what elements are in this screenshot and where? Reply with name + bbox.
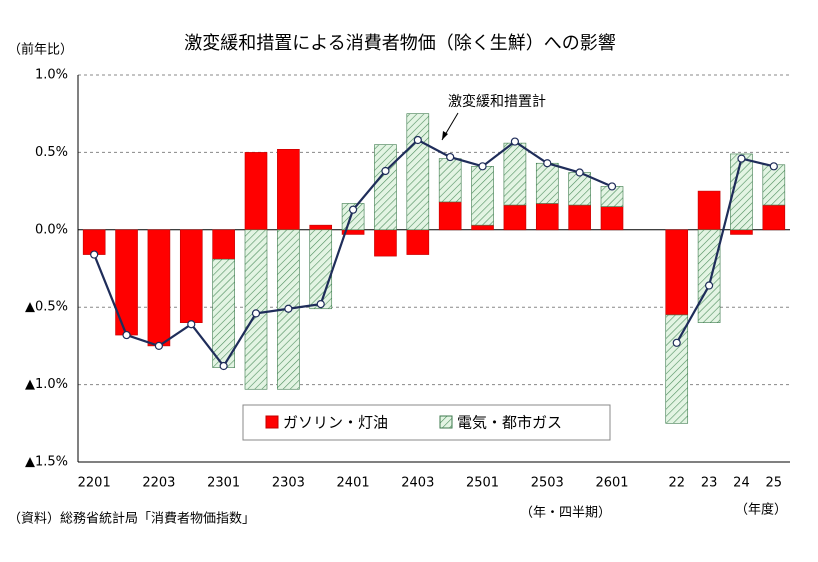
bar [762, 164, 786, 206]
x-tick-label: 2601 [595, 476, 628, 491]
bar [212, 258, 235, 368]
line-point [154, 341, 164, 350]
x-tick-label: 2303 [272, 476, 305, 491]
line-point [478, 162, 487, 171]
x-tick-label: 22 [668, 476, 685, 491]
x-tick-label: 2301 [207, 476, 240, 491]
y-tick-label: ▲1.0% [25, 377, 68, 392]
y-axis-label: （前年比） [8, 42, 73, 58]
line-annotation: 激変緩和措置計 [448, 93, 546, 110]
annotation-arrowhead [442, 131, 448, 140]
bar [309, 229, 333, 310]
legend-swatch [439, 415, 453, 429]
bar [374, 144, 397, 231]
x-note: （年・四半期） [520, 506, 611, 521]
y-tick-label: 0.5% [35, 145, 68, 160]
legend-label: ガソリン・灯油 [283, 414, 388, 432]
x-tick-label: 2401 [337, 476, 370, 491]
bar [471, 166, 494, 226]
line-point [122, 330, 131, 340]
bar [697, 190, 721, 231]
bar [115, 229, 138, 336]
bar [438, 201, 462, 231]
bar [503, 142, 527, 206]
legend-swatch [265, 415, 279, 429]
bar [277, 149, 300, 231]
bar [665, 314, 689, 424]
line-point [251, 309, 261, 318]
bar [503, 204, 527, 231]
line-point [607, 182, 617, 191]
bar [600, 206, 624, 231]
bar [406, 229, 430, 255]
line-point [187, 320, 196, 329]
x-tick-label: 2403 [401, 476, 434, 491]
x-tick-label: 2501 [466, 476, 499, 491]
y-tick-label: 1.0% [35, 68, 68, 83]
x-note: （年度） [735, 502, 787, 518]
source: （資料）総務省統計局「消費者物価指数」 [8, 511, 255, 527]
bar [212, 229, 235, 260]
line-point [316, 300, 325, 309]
line-point [90, 250, 99, 259]
x-tick-label: 2503 [531, 476, 564, 491]
bar [406, 113, 430, 231]
bar [730, 229, 753, 235]
line-point [284, 304, 293, 313]
line-point [219, 361, 228, 371]
line-point [413, 135, 422, 145]
y-tick-label: ▲1.5% [25, 455, 68, 470]
x-tick-label: 2203 [142, 476, 175, 491]
y-tick-label: 0.0% [35, 222, 68, 237]
bar [730, 153, 753, 231]
bar [244, 152, 268, 231]
bar [535, 203, 559, 231]
bar [697, 229, 721, 323]
x-tick-label: 2201 [78, 476, 111, 491]
bar [665, 229, 689, 316]
line-point [381, 166, 390, 176]
bar [471, 224, 494, 231]
legend-label: 電気・都市ガス [457, 414, 562, 432]
x-tick-label: 24 [733, 476, 750, 491]
bar [535, 162, 559, 204]
line-point [672, 338, 681, 347]
bar [179, 229, 203, 323]
chart-title: 激変緩和措置による消費者物価（除く生鮮）への影響 [184, 33, 615, 54]
bar [309, 224, 333, 231]
bar [568, 172, 591, 206]
line-point [543, 159, 552, 168]
bar [147, 229, 171, 347]
line-point [348, 205, 358, 214]
line-point [704, 281, 714, 290]
line-point [446, 152, 455, 162]
bar [568, 204, 591, 231]
x-tick-label: 23 [701, 476, 718, 491]
x-tick-label: 25 [766, 476, 783, 491]
bar [762, 204, 786, 231]
line-point [769, 162, 778, 171]
bar [374, 229, 397, 257]
legend-box [242, 404, 611, 441]
y-tick-label: ▲0.5% [25, 300, 68, 315]
line-point [510, 137, 520, 146]
bar [438, 158, 462, 203]
line-point [737, 154, 746, 163]
line-point [575, 168, 584, 177]
